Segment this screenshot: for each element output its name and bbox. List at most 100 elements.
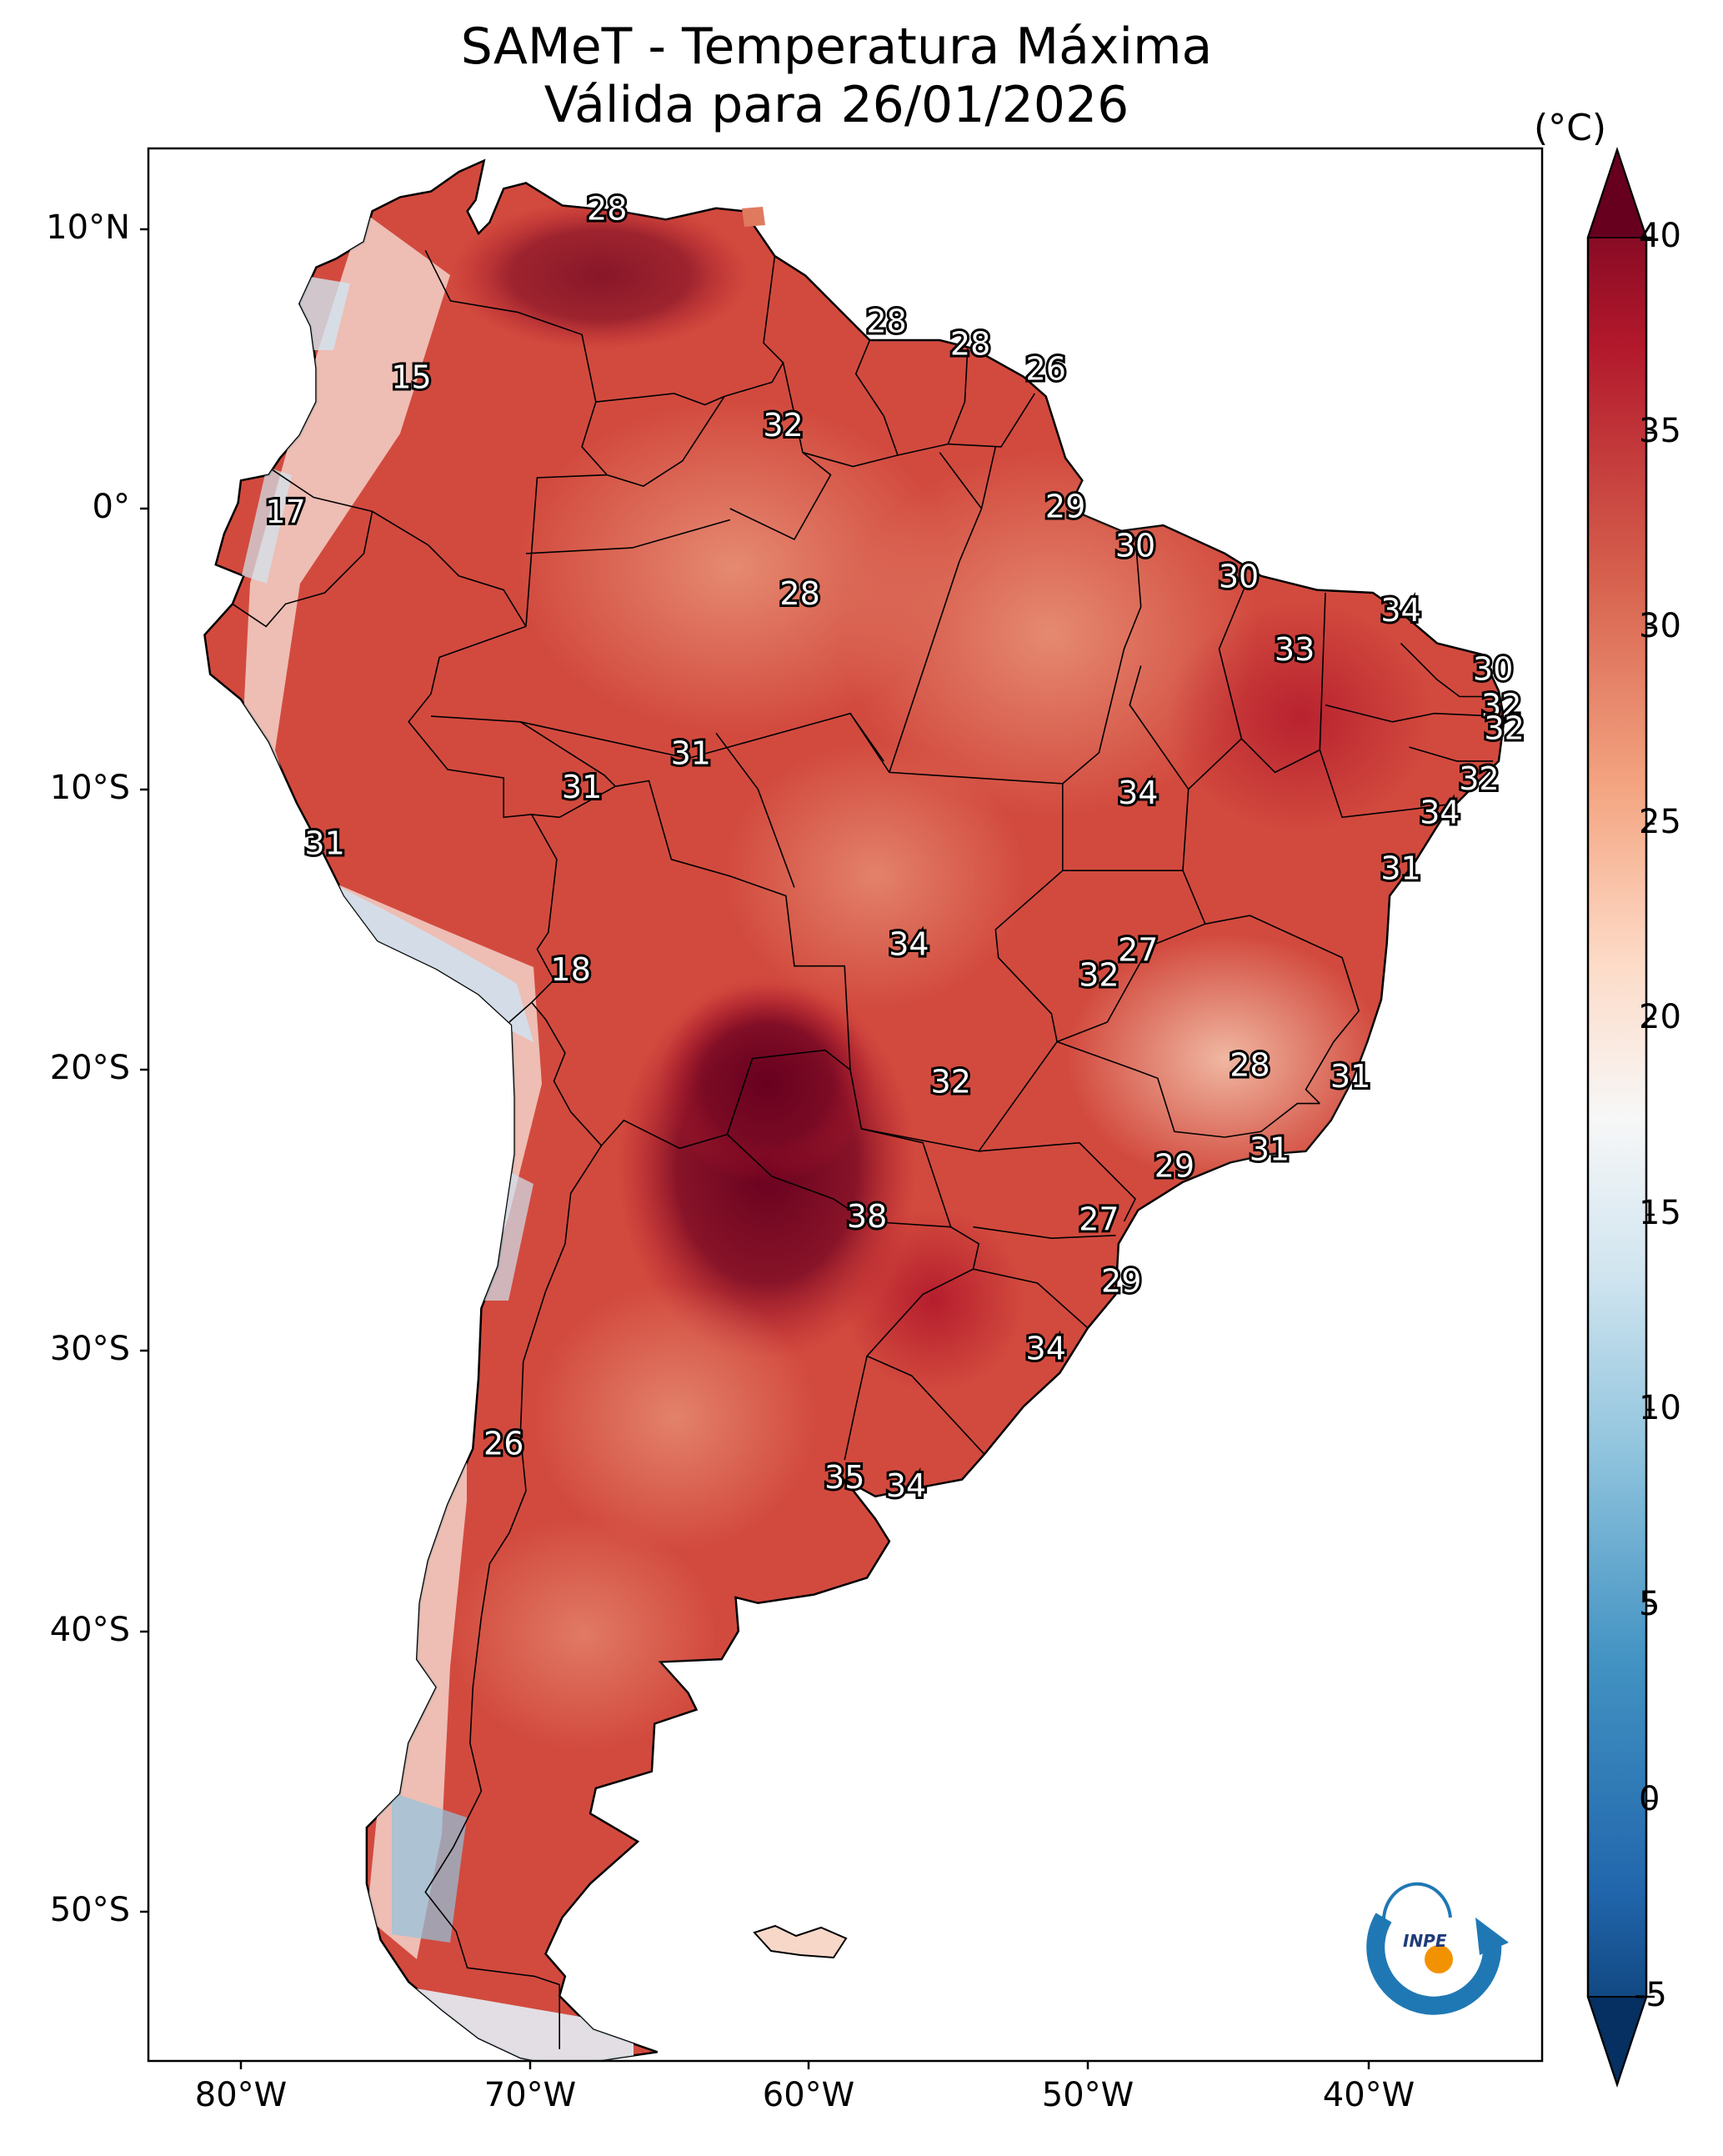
border-line: [606, 395, 725, 487]
border-line: [861, 783, 1064, 1152]
temperature-label: 34: [889, 926, 929, 963]
lat-label-40s: 40°S: [49, 1611, 130, 1649]
temperature-label: 28: [779, 575, 819, 612]
inpe-logo: INPE: [1366, 1882, 1509, 2015]
temperature-label: 30: [1219, 559, 1259, 595]
temperature-label: 28: [950, 325, 990, 362]
temperature-label: 31: [1250, 1131, 1290, 1167]
border-line: [726, 1049, 951, 1228]
map-title-line2: Válida para 26/01/2026: [543, 76, 1129, 134]
temperature-label: 32: [763, 407, 803, 444]
temperature-label: 28: [1230, 1046, 1270, 1083]
temperature-label: 26: [483, 1426, 523, 1462]
colorbar-unit: (°C): [1534, 107, 1607, 149]
temperature-label: 32: [1459, 760, 1499, 797]
temperature-label: 29: [1101, 1263, 1141, 1300]
colorbar-tick-20: 20: [1639, 998, 1681, 1036]
temperature-label: 34: [1380, 592, 1420, 629]
temperature-label: 34: [886, 1467, 926, 1504]
colorbar-tick-minus5: -5: [1634, 1976, 1667, 2014]
border-line: [939, 452, 983, 509]
temperature-label: 31: [1330, 1058, 1370, 1095]
colorbar-tick-40: 40: [1639, 217, 1681, 255]
temperature-labels: 2815172828263229283030343330323232343134…: [263, 188, 1526, 1507]
temperature-label: 31: [304, 825, 344, 861]
border-line: [408, 625, 558, 1023]
border-line: [232, 511, 373, 628]
border-line: [1400, 643, 1496, 698]
temperature-label: 30: [1115, 528, 1155, 564]
temperature-label: 34: [1026, 1330, 1066, 1366]
colorbar-tick-15: 15: [1639, 1194, 1681, 1232]
border-line: [520, 712, 884, 762]
country-borders: [232, 249, 1499, 2049]
lat-label-10n: 10°N: [46, 208, 130, 247]
border-line: [889, 446, 997, 773]
lon-label-40w: 40°W: [1322, 2076, 1415, 2114]
colorbar-tick-5: 5: [1639, 1585, 1660, 1623]
border-line: [525, 519, 731, 554]
temperature-label: 27: [1118, 931, 1158, 968]
lon-label-70w: 70°W: [483, 2076, 577, 2114]
border-line: [1409, 746, 1494, 762]
border-line: [271, 469, 527, 627]
border-line: [1205, 915, 1360, 1105]
temperature-label: 15: [391, 359, 431, 396]
colorbar-tick-0: 0: [1639, 1780, 1660, 1818]
temperature-label: 30: [1473, 651, 1513, 688]
lat-label-30s: 30°S: [49, 1330, 130, 1368]
temperature-label: 34: [1420, 794, 1460, 830]
inpe-logo-text: INPE: [1403, 1931, 1447, 1951]
border-line: [715, 732, 795, 888]
temperature-label: 35: [824, 1459, 864, 1496]
border-line: [973, 1268, 1089, 1329]
lat-label-20s: 20°S: [49, 1049, 130, 1087]
colorbar-tick-25: 25: [1639, 803, 1681, 841]
border-line: [897, 348, 969, 456]
lon-label-50w: 50°W: [1041, 2076, 1134, 2114]
map-title-line1: SAMeT - Temperatura Máxima: [460, 18, 1213, 76]
trinidad-island: [742, 207, 765, 227]
lat-label-10s: 10°S: [49, 769, 130, 807]
colorbar-tick-35: 35: [1639, 412, 1681, 450]
map-frame: [147, 147, 1544, 2063]
temperature-label: 32: [931, 1064, 971, 1101]
lon-label-80w: 80°W: [194, 2076, 288, 2114]
colorbar: [1586, 147, 1655, 2088]
temperature-label: 31: [671, 735, 711, 772]
colorbar-tick-10: 10: [1639, 1389, 1681, 1427]
border-line: [1056, 1040, 1225, 1138]
temperature-label: 29: [1155, 1148, 1195, 1185]
lat-label-50s: 50°S: [49, 1891, 130, 1929]
temperature-label: 28: [866, 303, 906, 339]
border-line: [1319, 592, 1326, 750]
temperature-label: 18: [551, 951, 591, 988]
temperature-label: 29: [1045, 489, 1085, 525]
border-line: [1056, 870, 1206, 1043]
border-line: [973, 1226, 1116, 1240]
temperature-label: 31: [1380, 850, 1420, 887]
falklands-island: [753, 1924, 848, 1959]
temperature-label: 27: [1079, 1201, 1119, 1238]
border-line: [531, 1001, 728, 1150]
border-line: [979, 1141, 1136, 1222]
temperature-label: 31: [562, 769, 602, 805]
temperature-label: 26: [1026, 351, 1066, 388]
border-line: [844, 1356, 868, 1461]
border-line: [948, 393, 1035, 448]
temperature-label: 38: [847, 1198, 887, 1235]
lon-label-60w: 60°W: [762, 2076, 855, 2114]
border-line: [430, 715, 616, 787]
colorbar-tick-30: 30: [1639, 607, 1681, 645]
temperature-label: 32: [1481, 688, 1521, 725]
border-line: [595, 255, 784, 406]
temperature-label: 32: [1484, 709, 1524, 746]
border-line: [1218, 581, 1248, 740]
border-line: [1225, 1102, 1320, 1138]
border-line: [424, 1145, 603, 2049]
lat-label-0: 0°: [92, 488, 130, 526]
temperature-label: 32: [1079, 957, 1119, 994]
temperature-label: 28: [587, 191, 627, 228]
border-line: [1325, 704, 1499, 723]
